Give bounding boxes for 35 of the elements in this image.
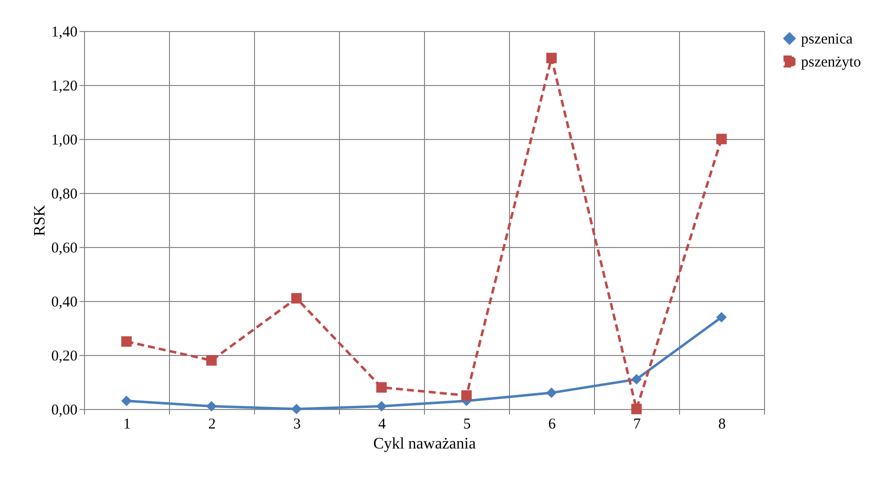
x-tick-label: 6 bbox=[548, 416, 556, 432]
y-tick-label: 0,00 bbox=[51, 402, 78, 418]
y-tick-label: 1,00 bbox=[51, 132, 78, 148]
x-tick-label: 2 bbox=[208, 416, 216, 432]
y-tick-label: 1,20 bbox=[51, 78, 78, 94]
point bbox=[461, 390, 472, 401]
point bbox=[376, 401, 387, 412]
y-tick-label: 1,40 bbox=[51, 24, 78, 40]
point bbox=[716, 312, 727, 322]
point bbox=[631, 374, 642, 385]
point bbox=[291, 293, 302, 304]
point bbox=[291, 404, 302, 414]
point bbox=[206, 401, 217, 412]
y-tick-label: 0,40 bbox=[51, 294, 78, 310]
x-tick-label: 7 bbox=[633, 416, 642, 432]
y-tick-label: 0,20 bbox=[51, 348, 78, 364]
legend-label: pszenżyto bbox=[801, 54, 861, 70]
point bbox=[546, 388, 557, 398]
y-axis-title: RSK bbox=[31, 204, 48, 236]
x-tick-label: 3 bbox=[293, 416, 301, 432]
x-tick-label: 4 bbox=[378, 416, 386, 432]
point bbox=[121, 396, 132, 406]
point bbox=[121, 336, 132, 347]
x-tick-label: 8 bbox=[718, 416, 726, 432]
point bbox=[546, 52, 557, 64]
point bbox=[206, 355, 217, 366]
legend-label: pszenica bbox=[801, 32, 853, 48]
y-tick-label: 0,80 bbox=[51, 186, 78, 202]
x-axis-title: Cykl naważania bbox=[373, 436, 476, 452]
x-tick-label: 1 bbox=[123, 416, 131, 432]
x-tick-label: 5 bbox=[463, 416, 471, 432]
point bbox=[376, 382, 387, 393]
point bbox=[631, 404, 642, 414]
y-tick-label: 0,60 bbox=[51, 240, 78, 256]
point bbox=[716, 134, 727, 144]
